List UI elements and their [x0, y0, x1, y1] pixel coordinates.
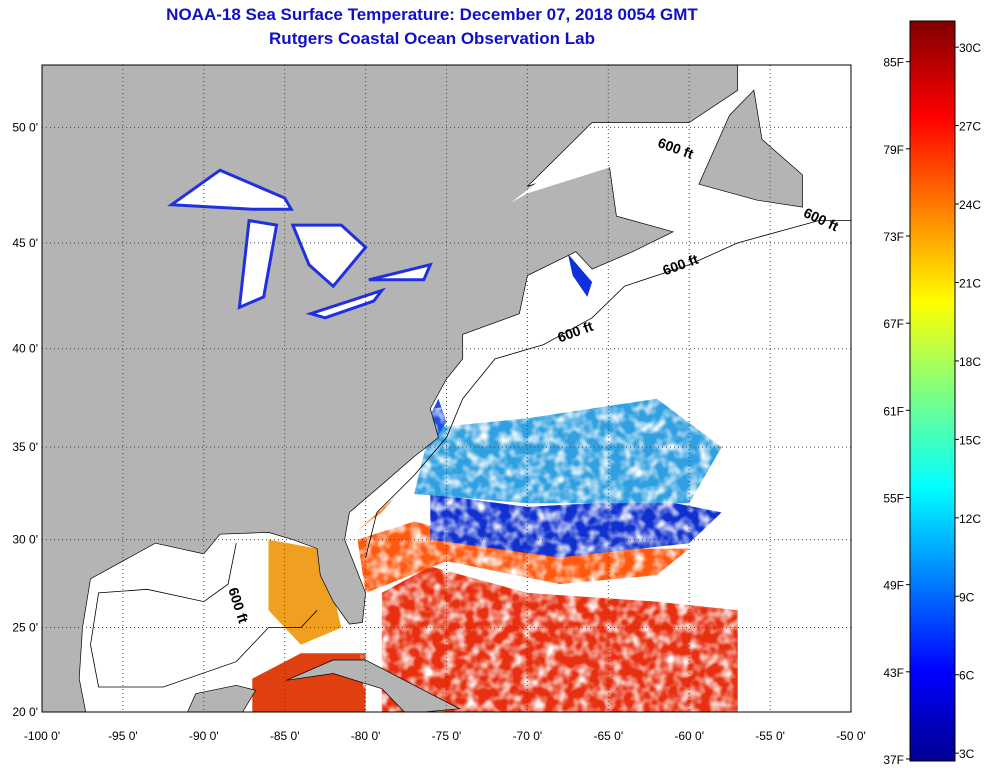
- colorbar-celsius-label: 9C: [959, 590, 975, 604]
- lon-tick-label: -50 0': [836, 729, 866, 743]
- lon-tick-label: -60 0': [674, 729, 704, 743]
- lat-tick-label: 25 0': [12, 621, 38, 635]
- lon-tick-label: -85 0': [270, 729, 300, 743]
- lon-tick-label: -80 0': [351, 729, 381, 743]
- lon-tick-label: -70 0': [513, 729, 543, 743]
- lon-tick-label: -95 0': [108, 729, 138, 743]
- lat-tick-label: 40 0': [12, 342, 38, 356]
- lake-ontario: [368, 262, 433, 282]
- lat-tick-label: 35 0': [12, 440, 38, 454]
- north-america-land: [42, 65, 739, 712]
- colorbar-fahrenheit-label: 37F: [883, 753, 904, 767]
- colorbar-celsius-label: 12C: [959, 512, 981, 526]
- lat-tick-label: 50 0': [12, 120, 38, 134]
- sst-gulf-of-maine: [567, 253, 593, 297]
- map-title: NOAA-18 Sea Surface Temperature: Decembe…: [166, 5, 698, 24]
- colorbar-fahrenheit-label: 43F: [883, 666, 904, 680]
- lake-erie: [305, 287, 386, 320]
- colorbar-fahrenheit-label: 85F: [883, 56, 904, 70]
- st-lawrence-gulf: [511, 127, 690, 203]
- colorbar-celsius-label: 24C: [959, 198, 981, 212]
- yucatan-land: [187, 684, 257, 712]
- map-subtitle: Rutgers Coastal Ocean Observation Lab: [269, 29, 595, 48]
- lon-tick-label: -65 0': [593, 729, 623, 743]
- colorbar-fahrenheit-label: 73F: [883, 230, 904, 244]
- colorbar-celsius-label: 18C: [959, 355, 981, 369]
- lat-tick-label: 30 0': [12, 533, 38, 547]
- lon-tick-label: -55 0': [755, 729, 785, 743]
- cuba-land: [286, 659, 461, 712]
- newfoundland-land: [698, 89, 803, 208]
- lake-huron: [290, 223, 368, 289]
- map-frame: [41, 64, 852, 713]
- colorbar-fahrenheit-label: 79F: [883, 143, 904, 157]
- lat-tick-label: 20 0': [12, 705, 38, 719]
- lon-tick-label: -75 0': [432, 729, 462, 743]
- colorbar-fahrenheit-label: 55F: [883, 491, 904, 505]
- colorbar-fahrenheit-label: 61F: [883, 404, 904, 418]
- colorbar-celsius-label: 30C: [959, 41, 981, 55]
- colorbar-fahrenheit-label: 67F: [883, 317, 904, 331]
- colorbar-celsius-label: 6C: [959, 669, 975, 683]
- colorbar-celsius-label: 3C: [959, 747, 975, 761]
- colorbar-celsius-label: 21C: [959, 276, 981, 290]
- lon-tick-label: -90 0': [189, 729, 219, 743]
- colorbar-celsius-label: 27C: [959, 120, 981, 134]
- lon-tick-label: -100 0': [24, 729, 60, 743]
- colorbar-fahrenheit-label: 49F: [883, 579, 904, 593]
- colorbar-celsius-label: 15C: [959, 433, 981, 447]
- lake-superior: [167, 168, 294, 211]
- lat-tick-label: 45 0': [12, 236, 38, 250]
- lake-michigan: [237, 218, 279, 310]
- contour-600ft-shelf: [365, 220, 851, 558]
- colorbar: [909, 20, 956, 762]
- contour-600ft-gulf: [90, 543, 318, 688]
